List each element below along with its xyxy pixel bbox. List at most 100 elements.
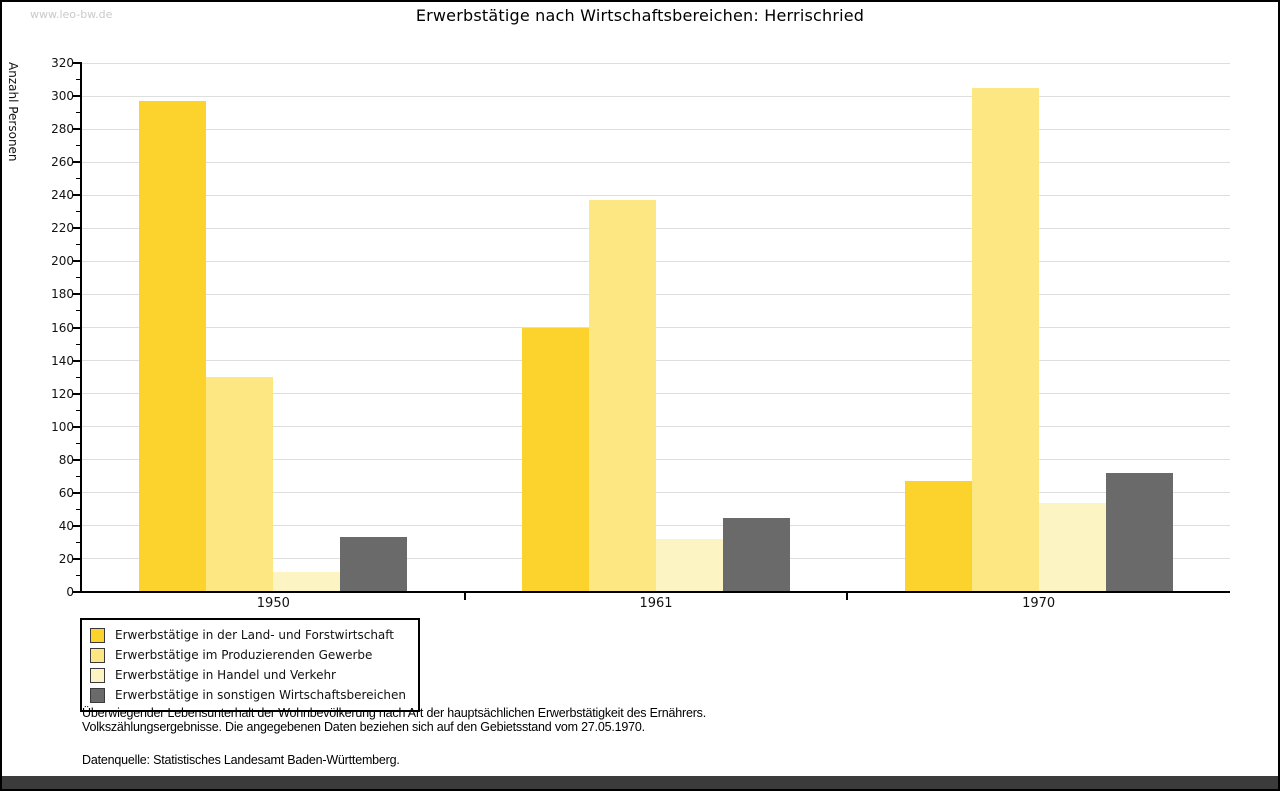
footer-source: Datenquelle: Statistisches Landesamt Bad…: [82, 753, 400, 767]
gridline-180: [82, 293, 1230, 295]
bar-1961-series2: [589, 200, 656, 592]
bar-1970-series4: [1105, 472, 1173, 592]
y-minor-tick-270: [76, 145, 80, 147]
legend-item-1: Erwerbstätige in der Land- und Forstwirt…: [90, 625, 406, 645]
gridline-300: [82, 95, 1230, 97]
legend-item-4: Erwerbstätige in sonstigen Wirtschaftsbe…: [90, 685, 406, 705]
y-major-tick-20: [73, 557, 80, 560]
footer-note-line2: Volkszählungsergebnisse. Die angegebenen…: [82, 720, 645, 734]
gridline-220: [82, 227, 1230, 229]
y-major-tick-0: [73, 591, 80, 593]
gridline-160: [82, 327, 1230, 328]
y-tick-label-280: 280: [51, 122, 74, 137]
y-minor-tick-70: [76, 475, 80, 477]
legend-swatch-4: [90, 687, 105, 703]
y-minor-tick-310: [76, 79, 80, 81]
y-major-tick-100: [73, 425, 80, 428]
y-minor-tick-210: [76, 244, 80, 246]
y-major-tick-120: [73, 392, 80, 395]
y-major-tick-200: [73, 260, 80, 263]
y-tick-label-120: 120: [51, 386, 74, 401]
y-tick-label-20: 20: [58, 551, 74, 566]
legend-label-2: Erwerbstätige im Produzierenden Gewerbe: [115, 648, 373, 662]
legend-label-3: Erwerbstätige in Handel und Verkehr: [115, 668, 336, 682]
y-minor-tick-10: [76, 574, 80, 576]
legend-label-4: Erwerbstätige in sonstigen Wirtschaftsbe…: [115, 688, 407, 702]
y-tick-label-40: 40: [58, 518, 74, 533]
gridline-120: [82, 393, 1230, 395]
gridline-320: [82, 62, 1230, 64]
y-major-tick-260: [73, 161, 80, 164]
y-tick-label-60: 60: [58, 485, 74, 500]
bar-1950-series1: [139, 101, 207, 592]
legend-swatch-2: [90, 647, 105, 663]
y-major-tick-60: [73, 491, 80, 494]
legend-item-2: Erwerbstätige im Produzierenden Gewerbe: [90, 645, 406, 665]
x-tick-label-1950: 1950: [256, 596, 290, 611]
y-tick-label-220: 220: [51, 221, 74, 236]
x-boundary-tick-1: [463, 593, 466, 600]
y-tick-label-140: 140: [51, 353, 74, 368]
y-tick-label-180: 180: [51, 287, 74, 302]
y-tick-label-100: 100: [51, 419, 74, 434]
gridline-140: [82, 360, 1230, 362]
gridline-60: [82, 492, 1230, 494]
x-boundary-tick-2: [846, 593, 849, 600]
gridline-240: [82, 194, 1230, 196]
legend-label-1: Erwerbstätige in der Land- und Forstwirt…: [115, 628, 394, 642]
gridline-80: [82, 459, 1230, 461]
chart-title: Erwerbstätige nach Wirtschaftsbereichen:…: [415, 6, 865, 25]
y-minor-tick-150: [76, 343, 80, 345]
footer-note-line1: Überwiegender Lebensunterhalt der Wohnbe…: [82, 706, 706, 720]
gridline-100: [82, 426, 1230, 428]
y-tick-label-80: 80: [58, 452, 74, 467]
x-tick-label-1970: 1970: [1022, 596, 1056, 611]
y-tick-label-300: 300: [51, 89, 74, 104]
gridline-200: [82, 260, 1230, 262]
y-minor-tick-290: [76, 112, 80, 114]
y-minor-tick-50: [76, 508, 80, 510]
bar-1961-series4: [723, 517, 790, 592]
bar-1950-series3: [273, 572, 341, 592]
legend: Erwerbstätige in der Land- und Forstwirt…: [80, 618, 421, 712]
y-axis-line: [80, 62, 82, 593]
y-major-tick-40: [73, 524, 80, 527]
y-minor-tick-250: [76, 178, 80, 180]
y-axis-title: Anzahl Personen: [6, 62, 20, 162]
bar-1961-series1: [522, 327, 589, 592]
legend-swatch-1: [90, 627, 105, 643]
y-major-tick-80: [73, 458, 80, 461]
gridline-40: [82, 525, 1230, 527]
y-minor-tick-170: [76, 310, 80, 312]
y-minor-tick-130: [76, 376, 80, 378]
y-tick-label-0: 0: [66, 585, 74, 599]
y-tick-label-260: 260: [51, 155, 74, 170]
y-major-tick-180: [73, 293, 80, 296]
bar-1970-series3: [1038, 502, 1106, 592]
bar-1950-series2: [206, 377, 274, 592]
bar-1970-series1: [904, 481, 972, 592]
bottom-strip: [2, 776, 1278, 789]
y-tick-label-240: 240: [51, 188, 74, 203]
y-major-tick-160: [73, 326, 80, 329]
y-major-tick-220: [73, 227, 80, 230]
x-tick-label-1961: 1961: [639, 596, 673, 611]
watermark: www.leo-bw.de: [30, 8, 113, 21]
bar-1961-series3: [656, 539, 723, 592]
plot-area: [82, 62, 1230, 592]
y-major-tick-240: [73, 194, 80, 197]
y-minor-tick-90: [76, 442, 80, 444]
legend-item-3: Erwerbstätige in Handel und Verkehr: [90, 665, 406, 685]
gridline-280: [82, 128, 1230, 130]
y-major-tick-280: [73, 128, 80, 131]
y-minor-tick-230: [76, 211, 80, 213]
y-minor-tick-190: [76, 277, 80, 279]
y-major-tick-140: [73, 359, 80, 362]
bar-1970-series2: [971, 87, 1039, 592]
y-tick-label-320: 320: [51, 56, 74, 70]
legend-swatch-3: [90, 667, 105, 683]
y-tick-label-200: 200: [51, 254, 74, 269]
y-tick-label-160: 160: [51, 320, 74, 335]
y-minor-tick-30: [76, 541, 80, 543]
